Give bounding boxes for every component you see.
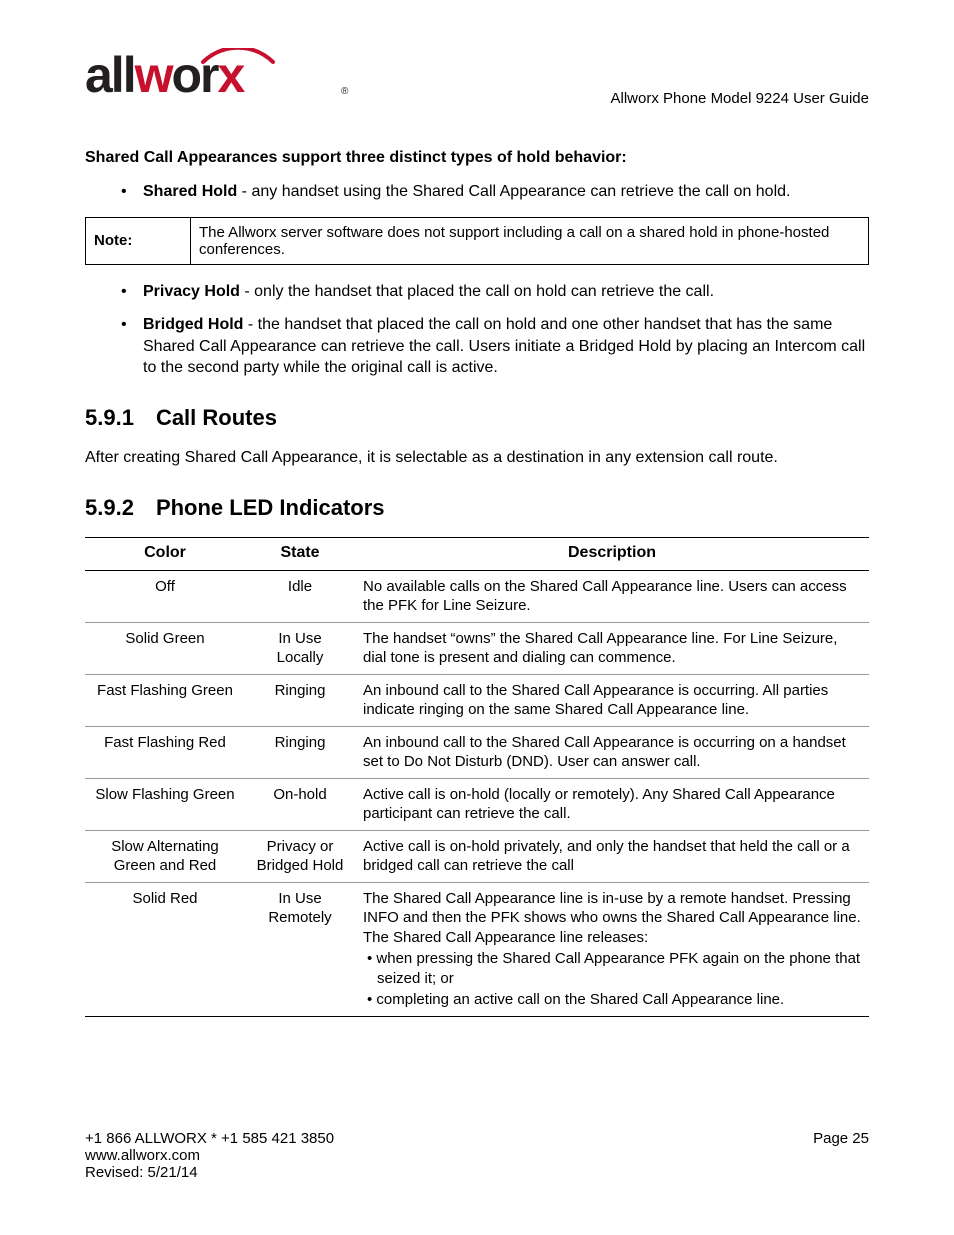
note-text: The Allworx server software does not sup… — [191, 217, 869, 264]
page: allworx ® Allworx Phone Model 9224 User … — [0, 0, 954, 1235]
cell-color: Fast Flashing Green — [85, 674, 245, 726]
term-text: - the handset that placed the call on ho… — [143, 316, 865, 376]
footer-revised: Revised: 5/21/14 — [85, 1164, 869, 1181]
cell-color: Slow Alternating Green and Red — [85, 830, 245, 882]
cell-state: In Use Locally — [245, 622, 355, 674]
page-footer: +1 866 ALLWORX * +1 585 421 3850 Page 25… — [85, 1130, 869, 1181]
cell-color: Off — [85, 570, 245, 622]
table-header-row: Color State Description — [85, 537, 869, 570]
table-row: Fast Flashing RedRingingAn inbound call … — [85, 726, 869, 778]
page-header: allworx ® Allworx Phone Model 9224 User … — [85, 48, 869, 111]
section-number: 5.9.2 — [85, 495, 134, 521]
cell-color: Solid Red — [85, 882, 245, 1016]
footer-phone: +1 866 ALLWORX * +1 585 421 3850 — [85, 1130, 334, 1147]
cell-color: Fast Flashing Red — [85, 726, 245, 778]
cell-state: Ringing — [245, 674, 355, 726]
table-row: Solid RedIn Use RemotelyThe Shared Call … — [85, 882, 869, 1016]
section-title: Phone LED Indicators — [156, 495, 385, 520]
cell-description: Active call is on-hold privately, and on… — [355, 830, 869, 882]
footer-url: www.allworx.com — [85, 1147, 869, 1164]
cell-description: An inbound call to the Shared Call Appea… — [355, 674, 869, 726]
cell-description: An inbound call to the Shared Call Appea… — [355, 726, 869, 778]
col-header-description: Description — [355, 537, 869, 570]
note-box: Note: The Allworx server software does n… — [85, 217, 869, 265]
cell-state: On-hold — [245, 778, 355, 830]
table-row: Solid GreenIn Use LocallyThe handset “ow… — [85, 622, 869, 674]
col-header-color: Color — [85, 537, 245, 570]
hold-list-2: Privacy Hold - only the handset that pla… — [85, 281, 869, 379]
cell-state: Idle — [245, 570, 355, 622]
table-row: Slow Alternating Green and RedPrivacy or… — [85, 830, 869, 882]
svg-text:®: ® — [341, 86, 349, 97]
section-led-heading: 5.9.2 Phone LED Indicators — [85, 495, 869, 521]
hold-behavior-heading: Shared Call Appearances support three di… — [85, 149, 869, 167]
cell-description: The handset “owns” the Shared Call Appea… — [355, 622, 869, 674]
term-bridged-hold: Bridged Hold — [143, 316, 243, 333]
term-text: - any handset using the Shared Call Appe… — [237, 183, 790, 200]
section-number: 5.9.1 — [85, 405, 134, 431]
note-label: Note: — [86, 217, 191, 264]
svg-text:allworx: allworx — [85, 48, 246, 103]
term-privacy-hold: Privacy Hold — [143, 283, 240, 300]
table-row: Slow Flashing GreenOn-holdActive call is… — [85, 778, 869, 830]
list-item: Shared Hold - any handset using the Shar… — [143, 181, 869, 203]
cell-color: Slow Flashing Green — [85, 778, 245, 830]
list-item: Privacy Hold - only the handset that pla… — [143, 281, 869, 303]
section-title: Call Routes — [156, 405, 277, 430]
table-row: OffIdleNo available calls on the Shared … — [85, 570, 869, 622]
section-call-routes-heading: 5.9.1 Call Routes — [85, 405, 869, 431]
cell-color: Solid Green — [85, 622, 245, 674]
term-shared-hold: Shared Hold — [143, 183, 237, 200]
cell-description: Active call is on-hold (locally or remot… — [355, 778, 869, 830]
footer-page: Page 25 — [813, 1130, 869, 1147]
cell-state: In Use Remotely — [245, 882, 355, 1016]
table-row: Fast Flashing GreenRingingAn inbound cal… — [85, 674, 869, 726]
cell-description: No available calls on the Shared Call Ap… — [355, 570, 869, 622]
led-indicators-table: Color State Description OffIdleNo availa… — [85, 537, 869, 1017]
term-text: - only the handset that placed the call … — [240, 283, 714, 300]
hold-list-1: Shared Hold - any handset using the Shar… — [85, 181, 869, 203]
cell-description: The Shared Call Appearance line is in-us… — [355, 882, 869, 1016]
call-routes-body: After creating Shared Call Appearance, i… — [85, 447, 869, 469]
allworx-logo: allworx ® — [85, 48, 355, 111]
cell-state: Privacy or Bridged Hold — [245, 830, 355, 882]
list-item: Bridged Hold - the handset that placed t… — [143, 314, 869, 379]
cell-state: Ringing — [245, 726, 355, 778]
doc-title: Allworx Phone Model 9224 User Guide — [611, 90, 869, 111]
col-header-state: State — [245, 537, 355, 570]
